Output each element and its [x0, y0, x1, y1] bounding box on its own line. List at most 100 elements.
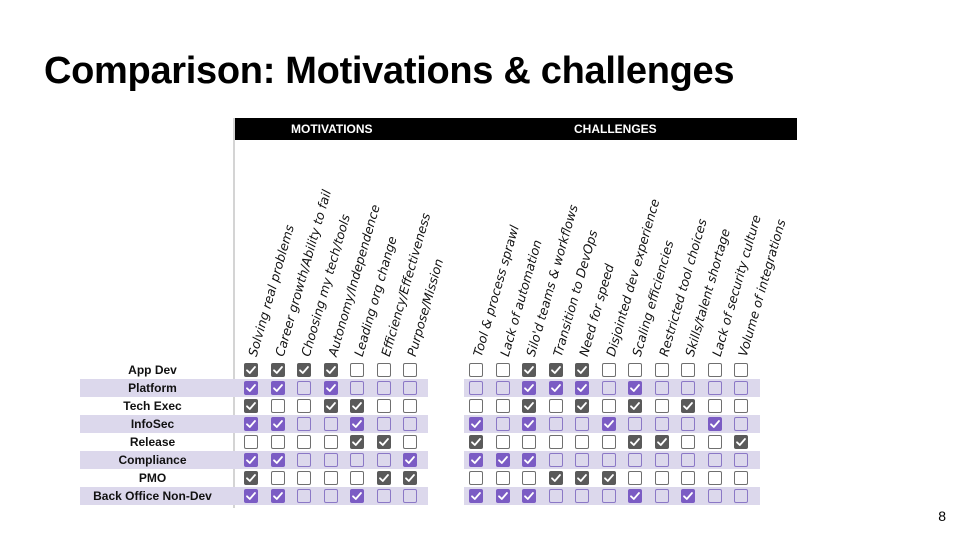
empty-box-icon [403, 381, 417, 395]
checked-box-icon [323, 381, 338, 395]
checked-box-icon [522, 381, 536, 395]
empty-box-icon [734, 399, 748, 413]
checked-box-icon [548, 363, 563, 377]
checked-box-icon [469, 489, 483, 503]
empty-box-icon [707, 381, 722, 395]
checked-box-icon [575, 363, 589, 377]
empty-box-icon [297, 399, 311, 413]
empty-box-icon [469, 363, 483, 377]
checked-box-icon [244, 381, 258, 395]
row-band [464, 451, 760, 469]
motivations-challenges-matrix: MOTIVATIONS CHALLENGES Solving real prob… [80, 118, 800, 510]
empty-box-icon [522, 435, 536, 449]
empty-box-icon [270, 399, 285, 413]
empty-box-icon [575, 417, 589, 431]
checked-box-icon [270, 363, 285, 377]
checked-box-icon [469, 435, 483, 449]
empty-box-icon [654, 363, 669, 377]
empty-box-icon [707, 453, 722, 467]
empty-box-icon [376, 399, 391, 413]
checked-box-icon [403, 471, 417, 485]
empty-box-icon [734, 471, 748, 485]
empty-box-icon [495, 435, 510, 449]
row-label: Compliance [118, 453, 187, 467]
checked-box-icon [270, 417, 285, 431]
empty-box-icon [323, 435, 338, 449]
group-header-challenges: CHALLENGES [574, 122, 657, 136]
empty-box-icon [548, 453, 563, 467]
empty-box-icon [601, 435, 616, 449]
checked-box-icon [522, 489, 536, 503]
empty-box-icon [707, 435, 722, 449]
checked-box-icon [575, 471, 589, 485]
checked-box-icon [548, 471, 563, 485]
empty-box-icon [707, 489, 722, 503]
checked-box-icon [244, 399, 258, 413]
checked-box-icon [350, 489, 364, 503]
row-label: Platform [128, 381, 177, 395]
empty-box-icon [601, 381, 616, 395]
row-label: Tech Exec [123, 399, 182, 413]
checked-box-icon [522, 453, 536, 467]
empty-box-icon [376, 489, 391, 503]
empty-box-icon [681, 453, 695, 467]
empty-box-icon [548, 399, 563, 413]
empty-box-icon [654, 417, 669, 431]
header-bar: MOTIVATIONS CHALLENGES [235, 118, 797, 140]
empty-box-icon [654, 489, 669, 503]
empty-box-icon [350, 363, 364, 377]
empty-box-icon [323, 489, 338, 503]
checked-box-icon [628, 381, 642, 395]
empty-box-icon [376, 417, 391, 431]
empty-box-icon [522, 471, 536, 485]
row-label: InfoSec [130, 417, 175, 431]
empty-box-icon [707, 363, 722, 377]
empty-box-icon [707, 399, 722, 413]
empty-box-icon [376, 381, 391, 395]
checked-box-icon [350, 417, 364, 431]
empty-box-icon [403, 363, 417, 377]
empty-box-icon [297, 417, 311, 431]
empty-box-icon [270, 435, 285, 449]
empty-box-icon [297, 381, 311, 395]
empty-box-icon [350, 453, 364, 467]
empty-box-icon [469, 399, 483, 413]
row-label: App Dev [128, 363, 177, 377]
empty-box-icon [734, 453, 748, 467]
checked-box-icon [601, 417, 616, 431]
empty-box-icon [681, 363, 695, 377]
row-label: PMO [138, 471, 167, 485]
checked-box-icon [469, 453, 483, 467]
checked-box-icon [270, 489, 285, 503]
empty-box-icon [654, 471, 669, 485]
checked-box-icon [270, 453, 285, 467]
empty-box-icon [495, 471, 510, 485]
empty-box-icon [244, 435, 258, 449]
empty-box-icon [350, 381, 364, 395]
checked-box-icon [522, 363, 536, 377]
checked-box-icon [297, 363, 311, 377]
empty-box-icon [654, 399, 669, 413]
empty-box-icon [297, 489, 311, 503]
empty-box-icon [734, 417, 748, 431]
empty-box-icon [601, 363, 616, 377]
checked-box-icon [350, 399, 364, 413]
empty-box-icon [297, 435, 311, 449]
empty-box-icon [548, 417, 563, 431]
empty-box-icon [681, 417, 695, 431]
empty-box-icon [495, 363, 510, 377]
checked-box-icon [681, 489, 695, 503]
empty-box-icon [575, 489, 589, 503]
empty-box-icon [654, 381, 669, 395]
empty-box-icon [495, 381, 510, 395]
checked-box-icon [707, 417, 722, 431]
checked-box-icon [681, 399, 695, 413]
empty-box-icon [681, 471, 695, 485]
empty-box-icon [297, 471, 311, 485]
checked-box-icon [323, 363, 338, 377]
empty-box-icon [575, 435, 589, 449]
empty-box-icon [681, 381, 695, 395]
row-band [464, 379, 760, 397]
checked-box-icon [654, 435, 669, 449]
empty-box-icon [270, 471, 285, 485]
